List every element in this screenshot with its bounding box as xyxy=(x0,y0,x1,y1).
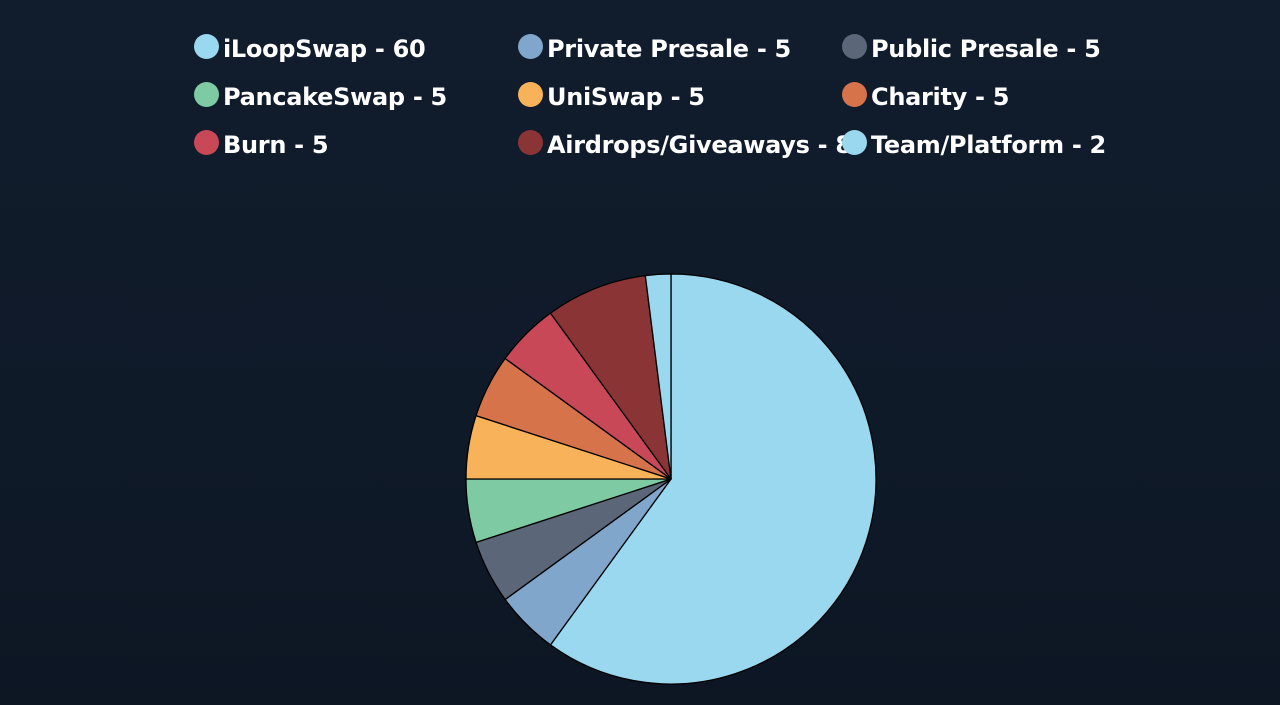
legend-item-airdrops-giveaways[interactable]: Airdrops/Giveaways - 8 xyxy=(518,128,852,162)
legend-label: iLoopSwap - 60 xyxy=(223,35,426,63)
legend-label: UniSwap - 5 xyxy=(547,83,705,111)
legend-item-charity[interactable]: Charity - 5 xyxy=(842,80,1114,114)
legend-item-public-presale[interactable]: Public Presale - 5 xyxy=(842,32,1114,66)
pie-slice-7[interactable] xyxy=(549,274,672,480)
legend-item-private-presale[interactable]: Private Presale - 5 xyxy=(518,32,842,66)
legend-swatch xyxy=(194,81,219,107)
legend-item-team-platform[interactable]: Team/Platform - 2 xyxy=(842,128,1114,162)
legend-swatch xyxy=(518,33,543,59)
legend-label: Private Presale - 5 xyxy=(547,35,791,63)
legend-item-pancakeswap[interactable]: PancakeSwap - 5 xyxy=(194,80,518,114)
legend-label: Airdrops/Giveaways - 8 xyxy=(547,131,852,159)
legend-swatch xyxy=(194,129,219,155)
pie-slice-8[interactable] xyxy=(644,273,672,480)
legend-label: Public Presale - 5 xyxy=(871,35,1101,63)
legend-swatch xyxy=(194,33,219,59)
legend-label: Burn - 5 xyxy=(223,131,329,159)
pie-slice-0[interactable] xyxy=(549,273,877,685)
legend-item-uniswap[interactable]: UniSwap - 5 xyxy=(518,80,842,114)
legend-item-burn[interactable]: Burn - 5 xyxy=(194,128,518,162)
legend-label: Team/Platform - 2 xyxy=(871,131,1106,159)
legend-label: PancakeSwap - 5 xyxy=(223,83,447,111)
legend-swatch xyxy=(842,33,867,59)
legend-swatch xyxy=(518,129,543,155)
chart-legend: iLoopSwap - 60 Private Presale - 5 Publi… xyxy=(194,32,1114,162)
legend-item-iloopswap[interactable]: iLoopSwap - 60 xyxy=(194,32,518,66)
legend-swatch xyxy=(842,129,867,155)
legend-label: Charity - 5 xyxy=(871,83,1010,111)
legend-swatch xyxy=(518,81,543,107)
legend-swatch xyxy=(842,81,867,107)
